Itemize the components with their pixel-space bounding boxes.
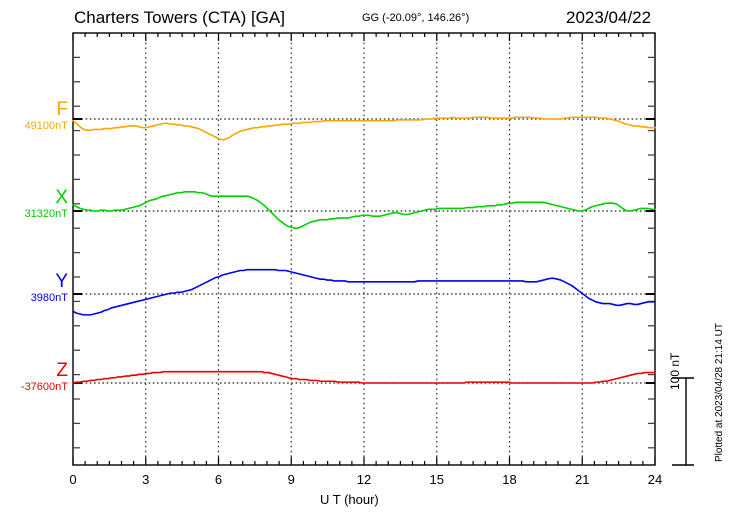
- page-title: Charters Towers (CTA) [GA]: [74, 8, 285, 27]
- trace-label-y: Y 3980nT: [0, 272, 68, 305]
- trace-label-x-baseline: 31320nT: [24, 208, 68, 220]
- x-tick-label: 0: [69, 472, 77, 487]
- x-tick-label: 24: [647, 472, 663, 487]
- x-tick-label: 15: [429, 472, 444, 487]
- trace-x: [72, 191, 656, 230]
- trace-label-z: Z -37600nT: [0, 361, 68, 394]
- plotted-timestamp: Plotted at 2023/04/28 21:14 UT: [714, 323, 725, 462]
- x-tick-label: 3: [142, 472, 150, 487]
- trace-f: [72, 116, 656, 141]
- trace-label-f: F 49100nT: [0, 100, 68, 133]
- x-axis-label: U T (hour): [320, 492, 379, 507]
- geographic-coordinates: GG (-20.09°, 146.26°): [362, 12, 470, 24]
- data-traces: [72, 116, 656, 384]
- x-tick-label: 12: [356, 472, 372, 487]
- grid-lines: [145, 33, 583, 465]
- y-axis-ticks: [73, 56, 655, 449]
- trace-label-f-baseline: 49100nT: [24, 120, 68, 132]
- trace-label-x-name: X: [55, 187, 68, 208]
- trace-label-f-name: F: [56, 99, 68, 120]
- trace-z: [72, 370, 656, 384]
- x-tick-label: 18: [502, 472, 517, 487]
- trace-label-y-baseline: 3980nT: [30, 292, 68, 304]
- scale-bar-label: 100 nT: [668, 352, 682, 390]
- x-tick-label: 21: [575, 472, 590, 487]
- x-axis-ticks: [72, 33, 656, 465]
- trace-y: [72, 268, 656, 316]
- x-tick-label: 9: [287, 472, 295, 487]
- observation-date: 2023/04/22: [566, 8, 652, 27]
- x-tick-label: 6: [214, 472, 223, 487]
- trace-label-y-name: Y: [55, 271, 68, 292]
- trace-label-z-baseline: -37600nT: [20, 381, 68, 393]
- trace-label-x: X 31320nT: [0, 188, 68, 221]
- trace-label-z-name: Z: [56, 360, 68, 381]
- scale-bar: [672, 377, 694, 466]
